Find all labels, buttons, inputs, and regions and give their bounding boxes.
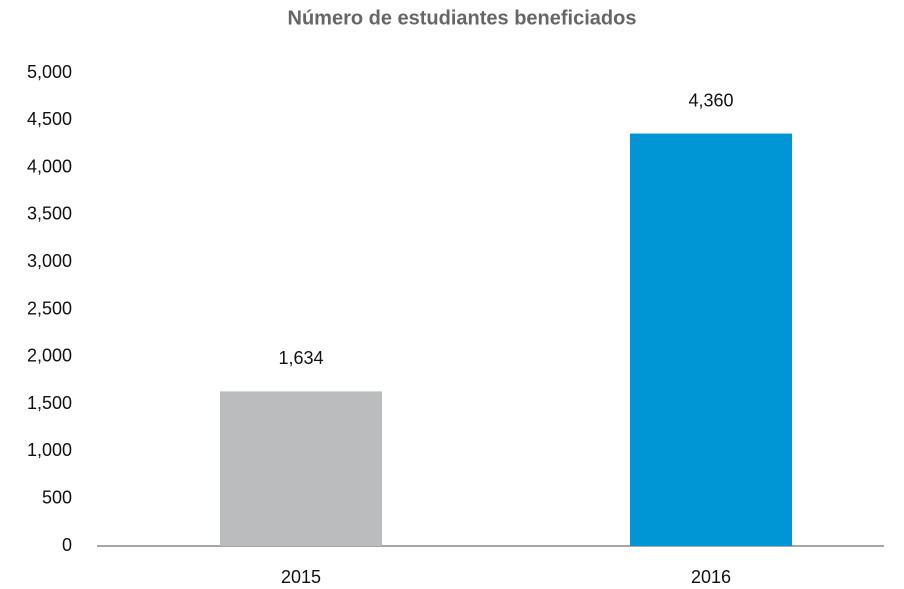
bar — [220, 391, 382, 546]
y-tick-label: 1,000 — [27, 440, 72, 460]
y-tick-label: 4,000 — [27, 156, 72, 176]
value-label: 4,360 — [688, 90, 733, 110]
x-tick-label: 2016 — [691, 567, 731, 587]
y-tick-label: 4,500 — [27, 109, 72, 129]
y-tick-label: 2,000 — [27, 346, 72, 366]
bar — [630, 133, 792, 546]
chart-title: Número de estudiantes beneficiados — [288, 7, 637, 29]
y-tick-label: 0 — [62, 535, 72, 555]
y-tick-label: 2,500 — [27, 298, 72, 318]
y-tick-label: 500 — [42, 487, 72, 507]
y-tick-label: 1,500 — [27, 393, 72, 413]
value-label: 1,634 — [278, 348, 323, 368]
y-tick-label: 3,000 — [27, 251, 72, 271]
x-tick-label: 2015 — [281, 567, 321, 587]
y-tick-label: 3,500 — [27, 204, 72, 224]
y-tick-label: 5,000 — [27, 62, 72, 82]
